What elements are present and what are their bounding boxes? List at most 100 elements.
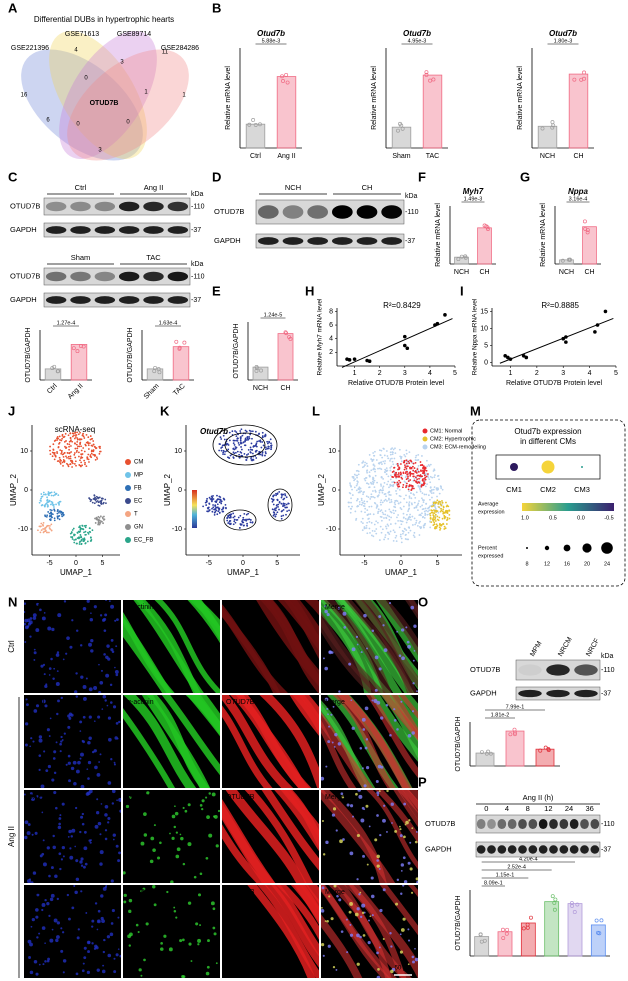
nucleus <box>75 769 80 774</box>
cell-dot <box>409 513 411 516</box>
replicate-dot <box>399 123 404 128</box>
cell-dot <box>438 506 440 509</box>
cell-dot <box>73 541 76 544</box>
nucleus <box>27 823 31 826</box>
cell-dot <box>280 502 283 505</box>
cell-dot <box>429 490 432 493</box>
cell-dot <box>255 442 258 445</box>
cell-dot <box>422 508 425 510</box>
cell-dot <box>365 524 368 527</box>
cell-dot <box>423 472 426 475</box>
nucleus <box>322 657 325 660</box>
nucleus <box>60 740 63 743</box>
cell-dot <box>410 502 413 505</box>
cell-dot <box>40 496 43 498</box>
cell-dot <box>222 453 224 455</box>
cell-dot <box>94 499 97 502</box>
cell-dot <box>244 439 247 442</box>
nucleus <box>43 673 46 676</box>
nucleus <box>322 853 326 856</box>
nucleus <box>104 699 107 702</box>
replicate-dot <box>569 901 574 906</box>
panel-label: E <box>212 283 221 298</box>
nucleus <box>63 732 66 735</box>
nucleus <box>401 656 405 661</box>
nucleus <box>351 647 356 652</box>
lane-label: NCH <box>285 183 301 192</box>
nucleus <box>79 757 82 760</box>
x-tick-label: 3 <box>403 370 407 377</box>
cell-dot <box>216 494 218 497</box>
cell-dot <box>417 502 420 505</box>
cell-dot <box>90 449 93 452</box>
cell-dot <box>394 452 397 454</box>
cell-dot <box>405 484 408 487</box>
nucleus <box>410 605 415 610</box>
cell-dot <box>368 471 371 474</box>
nucleus <box>356 833 360 838</box>
cell-dot <box>395 540 398 543</box>
cell-dot <box>419 474 422 476</box>
cell-dot <box>91 445 94 447</box>
stain-label: DAPI <box>28 604 44 611</box>
nucleus <box>71 906 75 910</box>
nucleus <box>376 951 379 955</box>
scale-bar-label: 50 μm <box>395 966 412 972</box>
kda-label: kDa <box>601 653 614 660</box>
point <box>521 353 526 358</box>
cell-dot <box>372 496 375 498</box>
replicate-dot <box>52 364 57 369</box>
nucleus <box>54 874 58 879</box>
x-tick-label: 4 <box>588 370 592 377</box>
nucleus <box>75 672 78 675</box>
cell-dot <box>79 438 81 441</box>
point <box>595 323 600 327</box>
cell-dot <box>392 529 395 532</box>
cell-dot <box>223 453 226 456</box>
cell-dot <box>94 454 97 457</box>
nucleus <box>67 761 71 765</box>
nucleus <box>111 790 116 794</box>
cell-dot <box>101 516 104 519</box>
nucleus <box>97 821 102 826</box>
legend-swatch <box>125 537 131 543</box>
nucleus <box>60 735 63 739</box>
nucleus <box>355 792 358 796</box>
cell-dot <box>50 509 53 512</box>
cell-dot <box>380 476 383 478</box>
nucleus <box>403 880 408 883</box>
cell-dot <box>283 502 286 505</box>
cell-dot <box>233 448 236 451</box>
nucleus <box>47 957 50 961</box>
stain-label: DAPI <box>28 889 44 896</box>
nucleus <box>56 712 59 716</box>
fiber <box>277 600 319 651</box>
replicate-dot <box>582 76 587 81</box>
y-axis-label: OTUD7B/GAPDH <box>127 327 134 382</box>
cell-dot <box>441 510 444 513</box>
nucleus <box>115 645 118 648</box>
fiber <box>222 705 273 788</box>
nucleus <box>170 880 174 883</box>
nucleus <box>38 754 42 757</box>
replicate-dot <box>284 72 289 77</box>
nucleus <box>88 736 92 740</box>
cell-dot <box>76 437 79 440</box>
point <box>524 355 529 360</box>
cell-dot <box>415 521 418 524</box>
cell-dot <box>226 517 228 519</box>
cell-dot <box>376 481 378 484</box>
nucleus <box>385 704 389 707</box>
nucleus <box>330 917 334 921</box>
venn-set-label: GSE221396 <box>11 45 49 52</box>
nucleus <box>175 854 180 859</box>
cell-dot <box>392 470 395 473</box>
cell-dot <box>72 432 75 435</box>
cell-dot <box>386 514 389 517</box>
nucleus <box>29 635 32 638</box>
cell-dot <box>211 500 213 503</box>
nucleus <box>98 761 101 763</box>
nucleus <box>378 790 381 793</box>
x-tick-label: NCH <box>540 153 555 160</box>
cell-dot <box>57 460 60 462</box>
